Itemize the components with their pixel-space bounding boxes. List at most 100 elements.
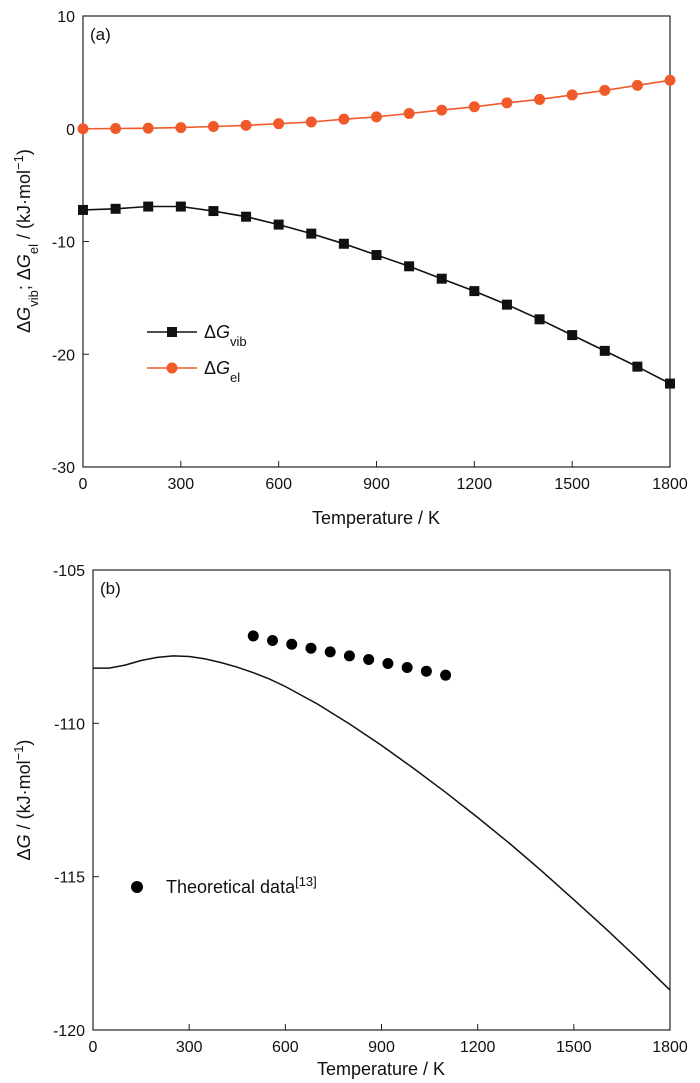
panel-b-plot-frame [92,569,671,1031]
data-point-dg-vib [469,286,480,297]
data-point-dg-vib [599,345,610,356]
a-x-tick-label: 1500 [554,476,590,493]
panel-a-y-ticks: 10 0 -10 -20 -30 [52,9,89,477]
panel-b-legend: Theoretical data[13] [131,874,317,898]
theoretical-data-point [267,635,279,647]
legend-item-theoretical-marker [131,881,143,893]
panel-b-x-ticks: 0 300 600 900 1200 1500 1800 [89,1024,688,1056]
legend-text-part: Δ [204,322,216,342]
panel-a-chart: (a) 0 300 600 900 1200 1500 1800 100-10-20-30 … [11,9,688,528]
legend-item-dg-el-label: ΔGel [204,358,240,385]
b-y-tick-label: -120 [53,1023,85,1040]
y-title-part: ) [14,149,34,155]
b-x-tick-label: 1800 [652,1039,688,1056]
y-title-part: ) [14,740,34,746]
calculated-dg-line [93,655,671,991]
data-point-dg-el [436,104,448,116]
theoretical-data-point [420,665,432,677]
legend-text-part: Δ [204,358,216,378]
data-point-dg-el [534,93,546,105]
y-title-sub: el [26,244,41,254]
data-point-dg-el [273,118,285,130]
b-x-tick-label: 0 [89,1039,98,1056]
b-y-tick-label: -115 [54,870,85,887]
data-point-dg-el [175,122,187,134]
a-y-tick-label: -10 [52,235,75,252]
data-point-dg-vib [501,299,512,310]
panel-b-label: (b) [100,579,121,598]
a-x-tick-label: 600 [265,476,292,493]
legend-item-theoretical-label: Theoretical data[13] [166,874,317,898]
legend-text-part: G [216,358,230,378]
y-title-part: / (kJ·mol [14,760,34,834]
data-point-dg-el [305,116,317,128]
data-point-dg-el [77,123,89,135]
data-point-dg-el [371,111,382,123]
y-title-part: Δ [14,321,34,333]
theoretical-data-point [324,646,336,658]
data-point-dg-vib [632,361,643,372]
data-point-dg-vib [143,201,154,212]
data-point-dg-el [501,97,513,109]
data-point-dg-el [338,113,350,125]
panel-a-series [77,74,676,389]
data-point-dg-vib [567,330,578,341]
data-point-dg-vib [78,204,88,215]
b-y-tick-label: -105 [53,563,85,580]
data-point-dg-el [468,101,480,113]
a-x-tick-label: 900 [363,476,390,493]
legend-item-dg-vib-marker [167,327,177,337]
legend-text-sub: vib [230,334,247,349]
b-x-tick-label: 1200 [460,1039,496,1056]
y-title-part: G [14,254,34,268]
theoretical-data-point [305,642,317,654]
data-point-dg-el [664,74,676,86]
panel-b-chart: (b) 0 300 600 900 1200 1500 1800 -105-110-115-… [11,563,688,1079]
a-y-tick-label: 10 [57,9,75,26]
panel-b-x-axis-title: Temperature / K [317,1059,445,1079]
theoretical-data-point [247,630,259,642]
b-x-tick-label: 1500 [556,1039,592,1056]
data-point-dg-vib [241,211,252,222]
y-title-part: Δ [14,268,34,280]
y-title-part: G [14,834,34,848]
y-title-part: ; [14,280,34,290]
theoretical-data-point [440,669,452,681]
b-x-tick-label: 600 [272,1039,299,1056]
a-x-tick-label: 1200 [457,476,493,493]
panel-b-y-axis-title: ΔG / (kJ·mol−1) [11,740,35,861]
a-x-tick-label: 0 [79,476,88,493]
panel-a-x-ticks: 0 300 600 900 1200 1500 1800 [79,461,688,493]
data-point-dg-vib [534,314,545,325]
y-title-part: G [14,307,34,321]
panel-a-plot-frame [82,15,671,468]
data-point-dg-el [566,89,578,101]
data-point-dg-vib [404,261,415,272]
b-x-tick-label: 300 [176,1039,203,1056]
a-y-tick-label: 0 [66,122,75,139]
legend-item-dg-vib-label: ΔGvib [204,322,247,349]
legend-item-dg-el-marker [166,362,178,374]
theoretical-data-point [363,654,375,666]
data-point-dg-el [599,84,611,96]
legend-text-part: G [216,322,230,342]
data-point-dg-vib [110,203,121,214]
y-title-part: / (kJ·mol [14,170,34,244]
data-point-dg-vib [306,228,317,239]
b-y-tick-label: -110 [54,716,85,733]
theoretical-data-point [343,650,355,662]
y-title-sup: −1 [11,155,26,170]
data-point-dg-vib [273,219,284,230]
y-title-sub: vib [26,290,41,307]
theoretical-data-point [286,638,298,650]
theoretical-data-point [401,662,413,674]
data-point-dg-vib [665,378,675,389]
data-point-dg-vib [436,273,447,284]
y-title-sup: −1 [11,746,26,761]
legend-text-part: Theoretical data [166,877,296,897]
legend-text-sub: el [230,370,240,385]
data-point-dg-vib [338,238,349,249]
data-point-dg-vib [371,250,382,261]
